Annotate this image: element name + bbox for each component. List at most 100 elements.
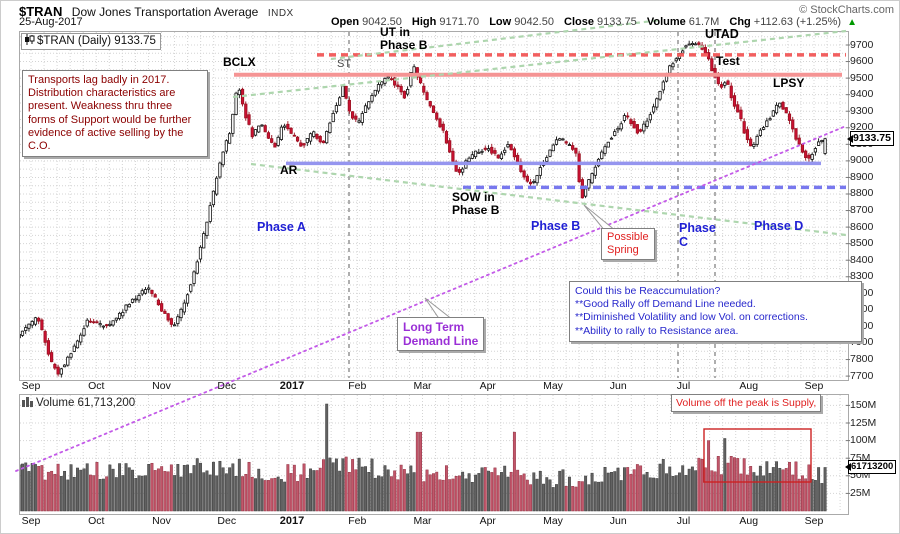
month-label: Oct bbox=[88, 380, 105, 392]
demand-line-callout: Long Term Demand Line bbox=[397, 317, 485, 351]
possible-spring-callout: Possible Spring bbox=[601, 228, 655, 260]
annotation-bclx: BCLX bbox=[223, 55, 256, 69]
chart-header: $TRAN Dow Jones Transportation Average I… bbox=[19, 3, 294, 19]
volume-axis-label: 100M bbox=[850, 434, 877, 447]
month-label: Nov bbox=[152, 515, 171, 527]
date-axis-lower: Sep Oct Nov Dec 2017 Feb Mar Apr May Jun Jul Aug Sep bbox=[1, 515, 899, 529]
price-axis-label: 8600 bbox=[850, 220, 874, 233]
month-label: Feb bbox=[348, 515, 367, 527]
chg-value: +112.63 (+1.25%) bbox=[753, 16, 842, 28]
annotation-sow: SOW in Phase B bbox=[452, 190, 500, 217]
volume-bars bbox=[20, 403, 827, 512]
price-axis-label: 7900 bbox=[850, 336, 874, 349]
price-axis-label: 7700 bbox=[850, 369, 874, 382]
month-label: Apr bbox=[479, 515, 496, 527]
month-label: Jun bbox=[609, 380, 627, 392]
open-value: 9042.50 bbox=[362, 16, 402, 28]
green-trend-line bbox=[330, 18, 662, 61]
price-axis-label: 9600 bbox=[850, 55, 874, 68]
volume-legend-text: Volume 61,713,200 bbox=[36, 397, 136, 409]
month-label: Nov bbox=[152, 380, 171, 392]
ticker-name: Dow Jones Transportation Average bbox=[71, 5, 259, 19]
price-axis-label: 9400 bbox=[850, 88, 874, 101]
reaccumulation-note-box: Could this be Reaccumulation? **Good Ral… bbox=[569, 281, 862, 342]
low-label: Low bbox=[489, 16, 512, 28]
month-label: 2017 bbox=[279, 515, 305, 527]
month-label: Apr bbox=[479, 380, 496, 392]
price-axis-label: 8900 bbox=[850, 170, 874, 183]
phase-d-label: Phase D bbox=[754, 219, 804, 233]
price-axis-label: 8300 bbox=[850, 270, 874, 283]
month-label: 2017 bbox=[279, 380, 305, 392]
price-axis-label: 9700 bbox=[850, 38, 874, 51]
month-label: Dec bbox=[217, 515, 237, 527]
annotation-utad: UTAD bbox=[705, 27, 739, 41]
phase-b-label: Phase B bbox=[531, 219, 581, 233]
price-axis-label: 8800 bbox=[850, 187, 874, 200]
month-label: Jul bbox=[676, 515, 691, 527]
month-label: Feb bbox=[348, 380, 367, 392]
annotation-ut: UT in Phase B bbox=[380, 25, 428, 52]
month-label: Jul bbox=[676, 380, 691, 392]
month-label: Dec bbox=[217, 380, 237, 392]
month-label: Sep bbox=[804, 515, 824, 527]
annotation-st: ST bbox=[337, 58, 352, 70]
month-label: Sep bbox=[21, 380, 41, 392]
volume-axis-label: 75M bbox=[850, 451, 871, 464]
price-axis-label: 8400 bbox=[850, 253, 874, 266]
volume-value: 61.7M bbox=[688, 16, 720, 28]
green-trend-line bbox=[250, 162, 847, 237]
phase-c-label: Phase C bbox=[679, 221, 716, 249]
high-label: High bbox=[411, 16, 437, 28]
annotation-test: Test bbox=[716, 54, 740, 68]
stockcharts-credit: © StockCharts.com bbox=[799, 4, 894, 16]
price-legend-text: $TRAN (Daily) 9133.75 bbox=[37, 35, 156, 47]
price-axis-label: 7800 bbox=[850, 353, 874, 366]
month-label: Mar bbox=[413, 515, 432, 527]
volume-axis-label: 125M bbox=[850, 416, 877, 429]
month-label: May bbox=[543, 515, 563, 527]
month-label: Aug bbox=[739, 515, 759, 527]
price-axis-label: 9300 bbox=[850, 104, 874, 117]
bar-chart-icon bbox=[22, 397, 33, 407]
volume-axis-label: 25M bbox=[850, 486, 871, 499]
chg-label: Chg bbox=[729, 16, 751, 28]
month-label: May bbox=[543, 380, 563, 392]
candlestick-icon bbox=[25, 34, 35, 45]
open-label: Open bbox=[330, 16, 360, 28]
price-axis-label: 9000 bbox=[850, 154, 874, 167]
ticker-exchange: INDX bbox=[267, 8, 294, 19]
quote-line: Open 9042.50 High 9171.70 Low 9042.50 Close… bbox=[324, 16, 857, 28]
volume-axis-label: 150M bbox=[850, 398, 877, 411]
volume-axis-label: 50M bbox=[850, 469, 871, 482]
warning-note-box: Transports lag badly in 2017. Distributi… bbox=[22, 70, 208, 158]
volume-label: Volume bbox=[646, 16, 686, 28]
high-value: 9171.70 bbox=[439, 16, 480, 28]
month-label: Sep bbox=[21, 515, 41, 527]
price-legend: $TRAN (Daily) 9133.75 bbox=[21, 33, 161, 50]
month-label: Aug bbox=[739, 380, 759, 392]
month-label: Oct bbox=[88, 515, 105, 527]
price-axis-label: 8700 bbox=[850, 204, 874, 217]
last-price-badge: 9133.75 bbox=[847, 131, 894, 146]
price-axis-label: 9200 bbox=[850, 121, 874, 134]
annotation-lpsy: LPSY bbox=[773, 76, 805, 90]
date-axis-upper: Sep Oct Nov Dec 2017 Feb Mar Apr May Jun Jul Aug Sep bbox=[1, 380, 899, 394]
ticker-symbol: $TRAN bbox=[19, 4, 63, 19]
month-label: Jun bbox=[609, 515, 627, 527]
overlay-lines bbox=[15, 18, 847, 483]
close-value: 9133.75 bbox=[597, 16, 637, 28]
supply-volume-highlight-box bbox=[703, 428, 812, 483]
long-term-demand-line bbox=[15, 125, 847, 472]
phase-a-label: Phase A bbox=[257, 220, 306, 234]
price-axis-label: 8500 bbox=[850, 237, 874, 250]
month-label: Sep bbox=[804, 380, 824, 392]
month-label: Mar bbox=[413, 380, 432, 392]
chart-date: 25-Aug-2017 bbox=[19, 16, 83, 28]
low-value: 9042.50 bbox=[514, 16, 554, 28]
last-volume-badge: 61713200 bbox=[844, 460, 897, 474]
supply-note-box: Volume off the peak is Supply, bbox=[671, 394, 822, 412]
volume-legend: Volume 61,713,200 bbox=[22, 396, 135, 409]
up-arrow-icon: ▲ bbox=[847, 17, 857, 28]
